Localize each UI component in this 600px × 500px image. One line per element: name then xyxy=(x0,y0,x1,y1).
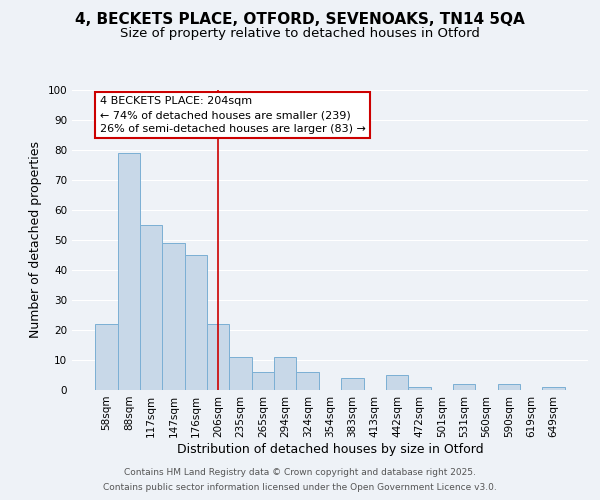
Text: Contains public sector information licensed under the Open Government Licence v3: Contains public sector information licen… xyxy=(103,483,497,492)
Bar xyxy=(453,384,475,390)
Bar xyxy=(163,243,185,390)
Text: 4 BECKETS PLACE: 204sqm
← 74% of detached houses are smaller (239)
26% of semi-d: 4 BECKETS PLACE: 204sqm ← 74% of detache… xyxy=(100,96,366,134)
Bar xyxy=(252,372,274,390)
Text: 4, BECKETS PLACE, OTFORD, SEVENOAKS, TN14 5QA: 4, BECKETS PLACE, OTFORD, SEVENOAKS, TN1… xyxy=(75,12,525,28)
Bar xyxy=(542,387,565,390)
Bar xyxy=(497,384,520,390)
Bar xyxy=(95,324,118,390)
Bar xyxy=(207,324,229,390)
Text: Size of property relative to detached houses in Otford: Size of property relative to detached ho… xyxy=(120,28,480,40)
Bar xyxy=(274,357,296,390)
Y-axis label: Number of detached properties: Number of detached properties xyxy=(29,142,42,338)
Bar xyxy=(140,225,163,390)
Bar xyxy=(185,255,207,390)
Bar xyxy=(386,375,408,390)
Text: Contains HM Land Registry data © Crown copyright and database right 2025.: Contains HM Land Registry data © Crown c… xyxy=(124,468,476,477)
Bar xyxy=(229,357,252,390)
Bar xyxy=(296,372,319,390)
Bar xyxy=(408,387,431,390)
Bar xyxy=(118,153,140,390)
Bar xyxy=(341,378,364,390)
X-axis label: Distribution of detached houses by size in Otford: Distribution of detached houses by size … xyxy=(176,442,484,456)
